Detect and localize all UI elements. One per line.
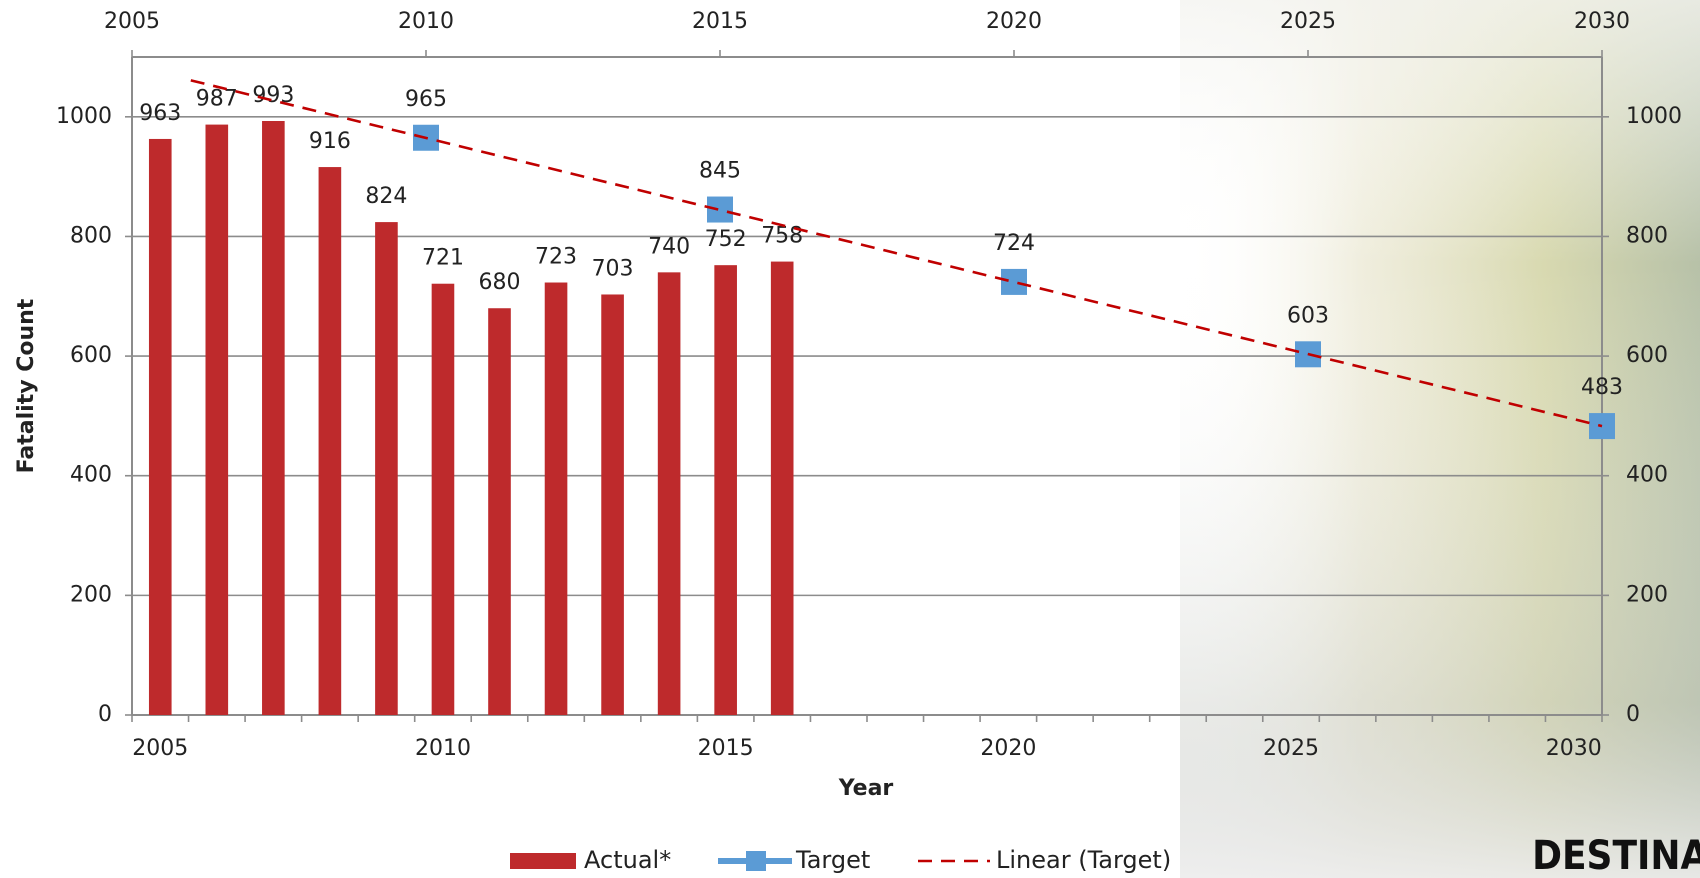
data-label: 721 xyxy=(422,246,464,271)
bar xyxy=(148,138,172,715)
data-label: 740 xyxy=(648,234,690,259)
x-tick-label: 2005 xyxy=(132,736,188,761)
data-label: 824 xyxy=(365,184,407,209)
x2-tick-label: 2010 xyxy=(398,9,454,34)
legend-label: Linear (Target) xyxy=(996,846,1171,874)
marker xyxy=(707,196,733,223)
x-axis-title: Year xyxy=(838,776,894,801)
bar xyxy=(544,282,568,715)
data-label: 752 xyxy=(705,227,747,252)
y-tick-label: 400 xyxy=(70,463,112,488)
x2-tick-label: 2025 xyxy=(1280,9,1336,34)
marker xyxy=(1589,413,1615,440)
y-tick-label: 600 xyxy=(70,343,112,368)
marker xyxy=(1001,268,1027,295)
legend-label: Target xyxy=(795,846,870,874)
legend-swatch xyxy=(510,853,576,869)
data-label: 724 xyxy=(993,231,1035,256)
bar xyxy=(375,222,398,715)
bar xyxy=(657,272,681,715)
data-label: 703 xyxy=(592,256,634,281)
legend-label: Actual* xyxy=(584,846,671,874)
data-label: 845 xyxy=(699,159,741,184)
data-label: 680 xyxy=(479,270,521,295)
y2-tick-label: 0 xyxy=(1626,702,1640,727)
x2-tick-label: 2020 xyxy=(986,9,1042,34)
logo: DESTINATION xyxy=(1532,833,1700,878)
data-label: 603 xyxy=(1287,303,1329,328)
data-label: 483 xyxy=(1581,375,1623,400)
x-tick-label: 2025 xyxy=(1263,736,1319,761)
bar xyxy=(714,265,737,715)
background-image xyxy=(1180,0,1700,878)
x2-tick-label: 2030 xyxy=(1574,9,1630,34)
y2-tick-label: 600 xyxy=(1626,343,1668,368)
trend-line xyxy=(190,79,1603,428)
y-tick-label: 800 xyxy=(70,223,112,248)
data-label: 963 xyxy=(139,101,181,126)
bar xyxy=(601,294,624,715)
bar xyxy=(488,308,511,715)
bar xyxy=(205,124,229,715)
x-tick-label: 2010 xyxy=(415,736,471,761)
y2-tick-label: 800 xyxy=(1626,223,1668,248)
data-label: 987 xyxy=(196,87,238,112)
bar xyxy=(770,261,794,715)
data-label: 965 xyxy=(405,87,447,112)
y2-tick-label: 200 xyxy=(1626,582,1668,607)
data-label: 723 xyxy=(535,245,577,270)
bar xyxy=(431,283,455,715)
data-label: 758 xyxy=(761,224,803,249)
bar xyxy=(262,121,285,716)
y-tick-label: 0 xyxy=(98,702,112,727)
x-tick-label: 2020 xyxy=(980,736,1036,761)
y-tick-label: 1000 xyxy=(56,104,112,129)
y-axis-title: Fatality Count xyxy=(14,298,39,473)
bar xyxy=(318,167,342,716)
data-label: 916 xyxy=(309,129,351,154)
x2-tick-label: 2005 xyxy=(104,9,160,34)
legend-swatch xyxy=(746,851,766,871)
x-tick-label: 2030 xyxy=(1546,736,1602,761)
y2-tick-label: 400 xyxy=(1626,463,1668,488)
y-tick-label: 200 xyxy=(70,582,112,607)
y2-tick-label: 1000 xyxy=(1626,104,1682,129)
x2-tick-label: 2015 xyxy=(692,9,748,34)
x-tick-label: 2015 xyxy=(698,736,754,761)
